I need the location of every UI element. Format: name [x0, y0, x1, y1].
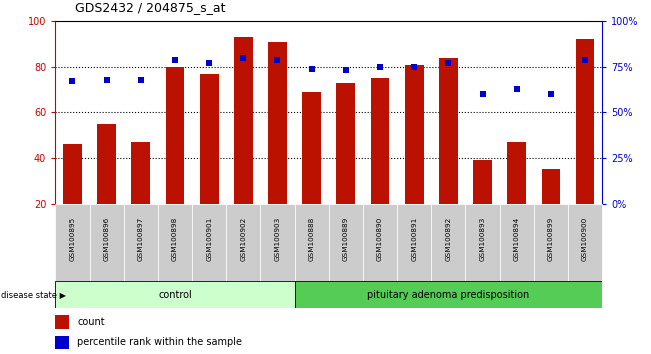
Point [272, 57, 283, 62]
Bar [329, 204, 363, 281]
Point [443, 60, 454, 66]
Bar [192, 204, 227, 281]
Text: GSM100902: GSM100902 [240, 216, 246, 261]
Point [135, 77, 146, 82]
Text: pituitary adenoma predisposition: pituitary adenoma predisposition [367, 290, 529, 300]
Bar [397, 204, 432, 281]
Bar [124, 204, 158, 281]
Text: GSM100903: GSM100903 [275, 216, 281, 261]
Bar [165, 67, 184, 204]
Bar [432, 204, 465, 281]
Point [170, 57, 180, 62]
Point [340, 68, 351, 73]
Bar [55, 315, 69, 329]
Bar [260, 204, 295, 281]
Bar [97, 124, 116, 204]
Text: GSM100895: GSM100895 [70, 216, 76, 261]
Bar [473, 160, 492, 204]
Text: GSM100899: GSM100899 [548, 216, 554, 261]
Bar [500, 204, 534, 281]
Text: GSM100893: GSM100893 [480, 216, 486, 261]
Bar [568, 204, 602, 281]
Point [102, 77, 112, 82]
Point [238, 55, 249, 61]
Text: GSM100894: GSM100894 [514, 216, 519, 261]
Text: count: count [77, 317, 105, 327]
Point [409, 64, 419, 70]
Bar [132, 142, 150, 204]
Point [546, 91, 556, 97]
Text: percentile rank within the sample: percentile rank within the sample [77, 337, 242, 348]
Point [512, 86, 522, 92]
Bar [227, 204, 260, 281]
Text: GSM100897: GSM100897 [138, 216, 144, 261]
Bar [158, 204, 192, 281]
Point [204, 60, 214, 66]
Bar [405, 64, 424, 204]
Text: GSM100889: GSM100889 [343, 216, 349, 261]
Bar [439, 58, 458, 204]
Bar [542, 169, 561, 204]
Text: GSM100888: GSM100888 [309, 216, 314, 261]
Text: GSM100901: GSM100901 [206, 216, 212, 261]
Text: disease state ▶: disease state ▶ [1, 290, 66, 299]
Bar [465, 204, 500, 281]
Bar [534, 204, 568, 281]
Point [580, 57, 590, 62]
Text: GSM100900: GSM100900 [582, 216, 588, 261]
Bar [363, 204, 397, 281]
Text: GSM100898: GSM100898 [172, 216, 178, 261]
Bar [200, 74, 219, 204]
Bar [55, 204, 89, 281]
Text: GSM100891: GSM100891 [411, 216, 417, 261]
Bar [370, 78, 389, 204]
Point [375, 64, 385, 70]
Bar [63, 144, 82, 204]
Bar [90, 204, 124, 281]
Text: control: control [158, 290, 192, 300]
Point [307, 66, 317, 72]
Text: GSM100890: GSM100890 [377, 216, 383, 261]
Bar [55, 281, 294, 308]
Bar [294, 204, 329, 281]
Bar [507, 142, 526, 204]
Bar [575, 40, 594, 204]
Bar [234, 37, 253, 204]
Text: GDS2432 / 204875_s_at: GDS2432 / 204875_s_at [75, 1, 225, 14]
Bar [55, 336, 69, 349]
Bar [268, 42, 287, 204]
Bar [302, 92, 321, 204]
Bar [294, 281, 602, 308]
Point [477, 91, 488, 97]
Point [67, 79, 77, 84]
Text: GSM100896: GSM100896 [104, 216, 109, 261]
Bar [337, 83, 355, 204]
Text: GSM100892: GSM100892 [445, 216, 451, 261]
